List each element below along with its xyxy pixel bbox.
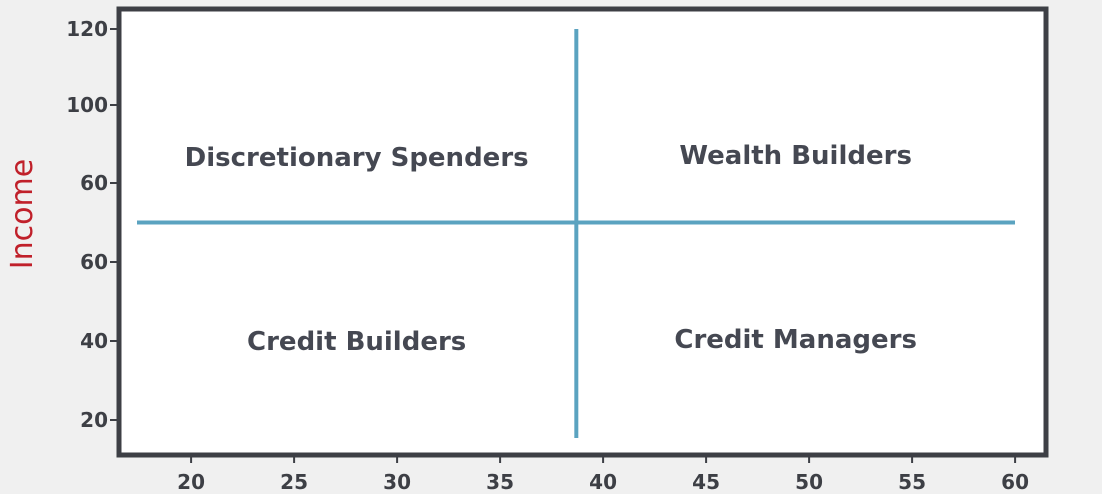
x-tick-label: 50 — [795, 470, 823, 494]
quadrant-label-top-left: Discretionary Spenders — [185, 143, 529, 173]
y-axis: 120 100 60 60 40 20 — [66, 17, 119, 432]
x-tick-label: 55 — [898, 470, 926, 494]
x-axis: 20 25 30 35 40 45 50 55 60 — [177, 455, 1029, 494]
y-tick-label: 120 — [66, 17, 108, 41]
plot-area — [116, 6, 1049, 458]
y-axis-title: Income — [5, 159, 40, 269]
y-tick-label: 40 — [80, 329, 108, 353]
y-tick-label: 100 — [66, 93, 108, 117]
x-tick-label: 35 — [486, 470, 514, 494]
x-tick-label: 40 — [589, 470, 617, 494]
y-tick-label: 60 — [80, 171, 108, 195]
y-tick-label: 60 — [80, 250, 108, 274]
x-tick-label: 20 — [177, 470, 205, 494]
x-tick-label: 60 — [1001, 470, 1029, 494]
quadrant-label-top-right: Wealth Builders — [679, 141, 912, 171]
quadrant-dividers — [137, 29, 1015, 438]
x-tick-label: 30 — [383, 470, 411, 494]
quadrant-label-bottom-right: Credit Managers — [674, 325, 917, 355]
quadrant-labels: Discretionary Spenders Wealth Builders Cre… — [185, 141, 917, 357]
quadrant-label-bottom-left: Credit Builders — [247, 327, 466, 357]
x-tick-label: 45 — [692, 470, 720, 494]
x-tick-label: 25 — [280, 470, 308, 494]
y-tick-label: 20 — [80, 408, 108, 432]
